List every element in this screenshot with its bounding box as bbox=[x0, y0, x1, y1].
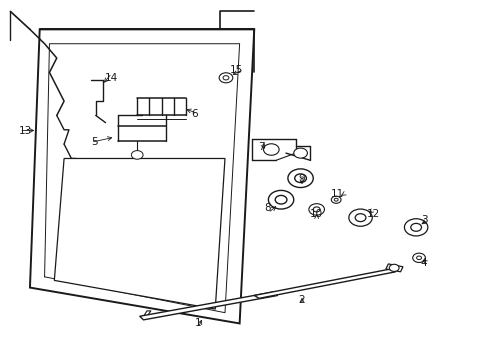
Text: 2: 2 bbox=[298, 295, 305, 305]
Circle shape bbox=[275, 195, 286, 204]
Circle shape bbox=[294, 174, 306, 183]
Circle shape bbox=[348, 209, 371, 226]
Text: 4: 4 bbox=[420, 258, 427, 268]
Circle shape bbox=[219, 73, 232, 83]
Text: 14: 14 bbox=[105, 73, 118, 83]
Circle shape bbox=[268, 190, 293, 209]
Polygon shape bbox=[54, 158, 224, 309]
Polygon shape bbox=[385, 264, 402, 272]
Circle shape bbox=[416, 256, 421, 260]
Circle shape bbox=[131, 150, 143, 159]
Circle shape bbox=[354, 214, 365, 222]
Text: 6: 6 bbox=[191, 109, 198, 119]
Circle shape bbox=[223, 76, 228, 80]
Circle shape bbox=[330, 196, 340, 203]
Text: 15: 15 bbox=[230, 64, 243, 75]
Circle shape bbox=[263, 144, 279, 155]
Circle shape bbox=[412, 253, 425, 262]
Circle shape bbox=[404, 219, 427, 236]
Circle shape bbox=[410, 224, 421, 231]
Text: 12: 12 bbox=[366, 210, 380, 219]
Polygon shape bbox=[140, 292, 277, 320]
Text: 9: 9 bbox=[298, 174, 305, 184]
Text: 11: 11 bbox=[330, 189, 344, 199]
Text: 10: 10 bbox=[309, 209, 323, 219]
Text: 7: 7 bbox=[258, 142, 264, 152]
Text: 1: 1 bbox=[194, 318, 201, 328]
Circle shape bbox=[333, 198, 337, 201]
Circle shape bbox=[388, 264, 398, 271]
Circle shape bbox=[287, 169, 313, 188]
Circle shape bbox=[308, 204, 324, 215]
Text: 5: 5 bbox=[91, 138, 97, 147]
Text: 3: 3 bbox=[420, 215, 427, 225]
Polygon shape bbox=[30, 30, 254, 323]
Text: 13: 13 bbox=[19, 126, 32, 135]
Circle shape bbox=[313, 207, 320, 212]
Circle shape bbox=[293, 148, 307, 158]
Text: 8: 8 bbox=[264, 203, 271, 213]
Polygon shape bbox=[254, 269, 395, 298]
